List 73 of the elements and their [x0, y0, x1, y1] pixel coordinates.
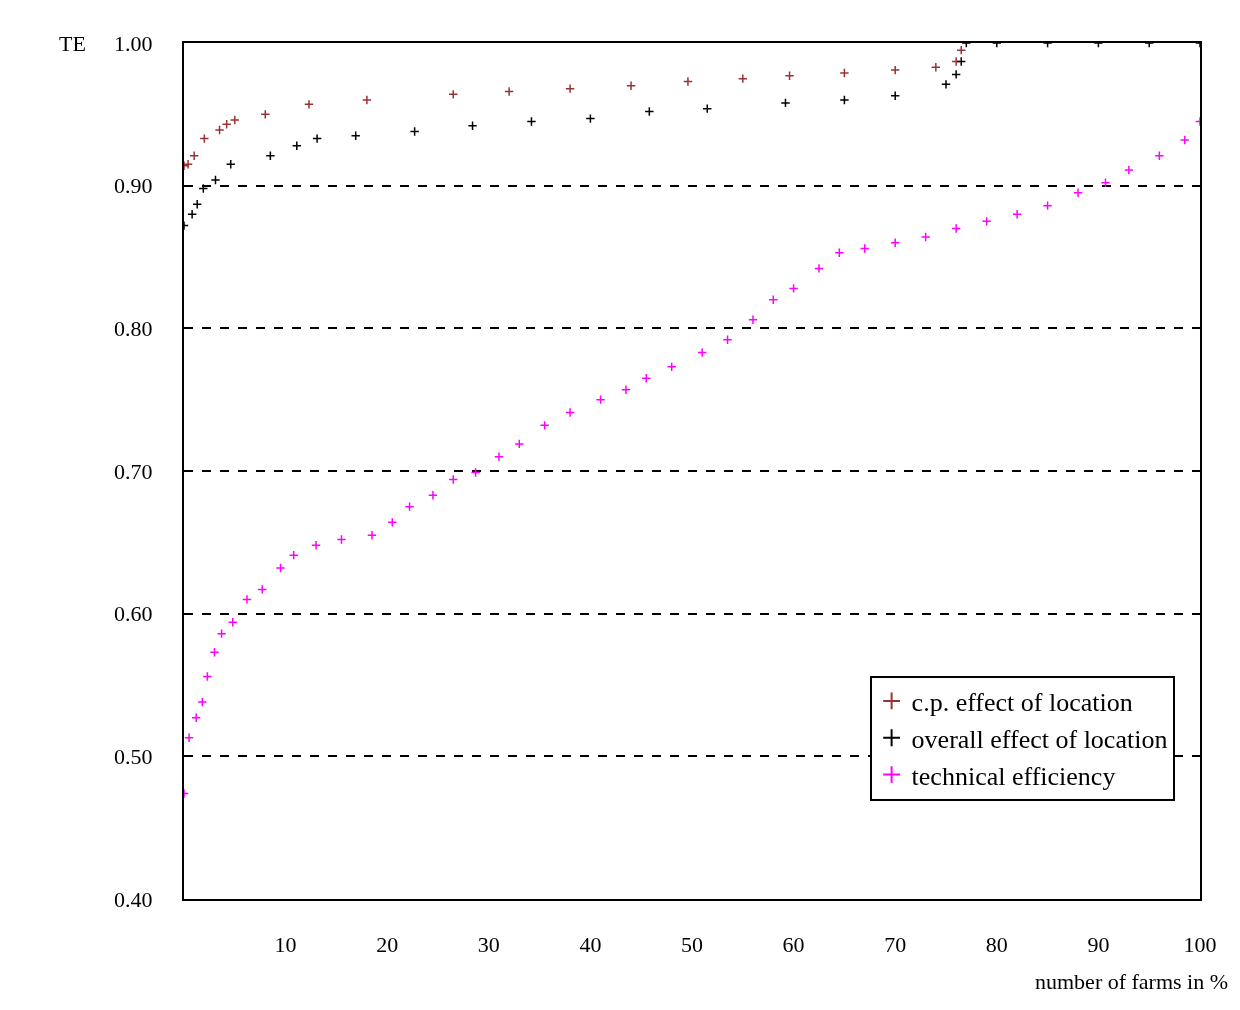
point	[920, 232, 931, 242]
point	[941, 79, 951, 90]
point	[666, 361, 677, 372]
x-tick-label: 30	[477, 932, 500, 958]
x-tick-label: 10	[274, 932, 297, 958]
point	[311, 540, 322, 551]
point	[722, 334, 733, 345]
point	[209, 647, 220, 658]
point	[184, 732, 195, 743]
point	[1123, 165, 1134, 175]
legend-label: technical efficiency	[911, 761, 1116, 791]
point	[242, 594, 252, 605]
point	[780, 97, 791, 108]
point	[191, 712, 202, 723]
point	[784, 70, 795, 81]
point	[214, 125, 225, 135]
point	[565, 407, 576, 418]
y-tick-label: 0.60	[114, 601, 153, 627]
x-tick-label: 40	[579, 932, 602, 958]
y-tick-label: 0.90	[114, 173, 153, 199]
point	[702, 103, 713, 114]
y-tick-label: 0.80	[114, 316, 153, 342]
point	[839, 68, 850, 78]
x-axis-title: number of farms in %	[1035, 969, 1229, 994]
point	[467, 120, 478, 131]
y-tick-label: 0.50	[114, 744, 153, 770]
point	[229, 115, 240, 125]
legend-label: overall effect of location	[911, 724, 1168, 754]
legend-label: c.p. effect of location	[911, 688, 1133, 718]
point	[956, 56, 967, 67]
point	[951, 223, 962, 234]
point	[956, 45, 967, 56]
point	[227, 617, 238, 628]
point	[448, 89, 459, 100]
point	[367, 530, 377, 541]
point	[951, 69, 962, 80]
x-tick-label: 90	[1087, 932, 1110, 958]
point	[504, 86, 515, 97]
point	[737, 73, 748, 84]
point	[814, 263, 824, 274]
point	[312, 133, 323, 144]
point	[361, 95, 372, 106]
point	[1179, 135, 1190, 145]
point	[275, 563, 286, 573]
point	[187, 209, 198, 220]
y-tick-label: 0.70	[114, 458, 153, 484]
point	[890, 90, 901, 101]
point	[839, 95, 850, 106]
point	[1100, 177, 1111, 188]
point	[748, 314, 758, 325]
y-tick-label: 0.40	[114, 886, 153, 912]
point	[697, 347, 708, 358]
point	[448, 474, 459, 485]
x-tick-label: 100	[1183, 932, 1217, 958]
point	[682, 76, 693, 87]
x-tick-label: 60	[782, 932, 805, 958]
point	[626, 80, 636, 91]
x-tick-label: 80	[985, 932, 1008, 958]
point	[192, 199, 203, 210]
y-tick-label: 1.00	[114, 30, 153, 56]
point	[890, 65, 901, 76]
point	[184, 159, 194, 170]
x-tick-label: 50	[681, 932, 703, 958]
point	[621, 384, 631, 395]
point	[565, 83, 576, 94]
x-tick-label: 20	[376, 932, 399, 958]
point	[210, 175, 221, 185]
point	[304, 99, 314, 110]
x-tick-label: 70	[884, 932, 907, 958]
point	[257, 584, 268, 595]
point	[1012, 209, 1023, 220]
point	[1073, 187, 1084, 198]
y-axis-title: TE	[59, 31, 86, 56]
